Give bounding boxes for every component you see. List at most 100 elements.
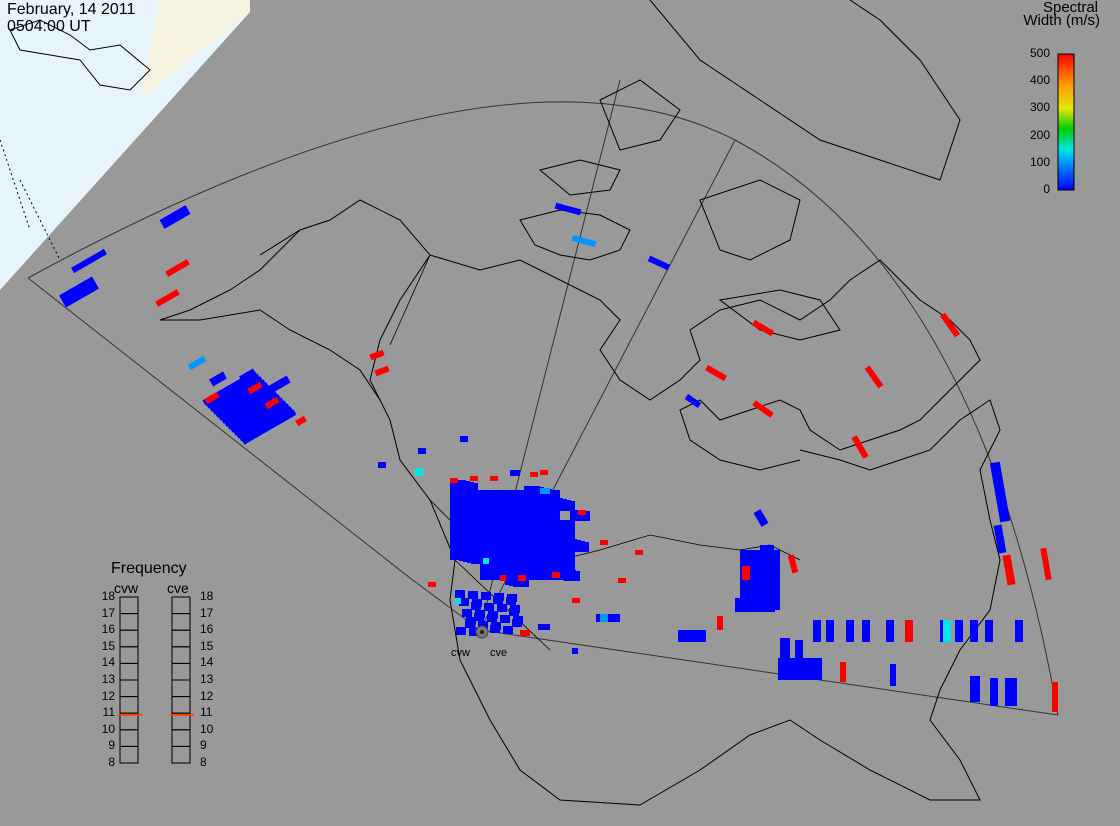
echo-cell [491,622,501,630]
echo-cell [503,626,513,634]
echo-cell [220,388,276,424]
echo-cell [993,524,1007,554]
colorbar-tick-label: 200 [1029,127,1050,142]
echo-cell [480,520,575,580]
echo-cell [538,624,550,630]
frequency-boxes [118,596,194,764]
echo-cell [518,575,526,581]
echo-cell [618,578,626,583]
echo-cell [450,478,458,483]
echo-cell [990,678,998,706]
echo-cell [478,621,488,629]
echo-cell [520,630,530,636]
frequency-title: Frequency [111,560,187,577]
frequency-cell [119,679,139,698]
echo-cell [940,312,960,338]
echo-cell [735,598,775,612]
frequency-tick-left: 11 [102,705,115,720]
echo-cell [1040,547,1052,581]
echo-cell [760,545,774,605]
map-date: February, 14 2011 [7,1,136,18]
echo-cell [369,349,385,361]
frequency-tick-right: 15 [200,638,214,653]
echo-cell [795,640,803,658]
echo-cell [481,592,491,600]
echo-cell [530,472,538,477]
frequency-tick-right: 8 [200,755,207,769]
echo-cell [497,604,507,612]
echo-cell [159,205,191,229]
echo-cell [578,510,586,515]
echo-cell [552,572,560,578]
echo-cell [155,289,180,307]
echo-cell [469,628,479,636]
echo-cell [459,598,469,606]
frequency-cell [119,596,139,615]
frequency-cell [171,613,191,631]
colorbar-tick-label: 500 [1029,46,1050,60]
echo-cell [500,615,510,623]
radar-echoes [59,202,1058,712]
echo-cell [378,462,386,468]
frequency-tick-right: 13 [200,672,214,686]
colorbar-tick-label: 0 [1043,182,1050,196]
frequency-tick-left: 12 [101,688,115,703]
echo-cell [472,599,482,607]
echo-cell [209,371,227,387]
echo-cell [989,461,1011,523]
echo-cell [905,620,913,642]
frequency-cell [171,629,191,648]
frequency-cell [171,596,191,615]
frequency-tick-right: 9 [200,738,207,753]
echo-cell [214,382,270,418]
frequency-cell [119,729,139,747]
frequency-tick-right: 16 [200,622,214,637]
frequency-cell [119,662,139,681]
daylight-region [0,0,250,290]
echo-cell [540,488,550,494]
echo-cell [500,575,506,581]
echo-cell [239,368,257,384]
echo-cell [510,605,520,613]
echo-cell [753,509,769,527]
echo-cell [238,406,294,442]
echo-cell [428,582,436,587]
radar-label-cve: cve [490,647,508,659]
echo-cell [600,540,608,545]
echo-cell [955,620,963,642]
echo-cell [846,620,854,642]
echo-cell [985,620,993,642]
greenland-tip [9,19,151,91]
echo-cell [165,259,190,277]
echo-cell [684,393,702,409]
echo-cell [59,276,99,308]
echo-cell [241,409,297,445]
frequency-cell [171,662,191,681]
daylight-terminator [0,139,61,261]
echo-cell [460,436,468,442]
frequency-tick-left: 16 [101,622,115,637]
echo-cell [752,400,774,418]
frequency-tick-left: 9 [108,738,115,753]
frequency-tick-left: 18 [101,589,115,603]
echo-cell [864,365,884,389]
echo-cell [269,375,291,393]
echo-cell [540,470,548,475]
echo-cell [742,566,750,580]
echo-cell [559,501,575,511]
echo-cell [571,234,597,248]
frequency-tick-left: 10 [101,721,115,736]
echo-cell [223,391,279,427]
echo-cell [187,355,207,371]
echo-cell [513,577,529,587]
frequency-tick-right: 10 [200,721,214,736]
colorbar-tick-label: 300 [1029,100,1050,115]
echo-cell [572,648,578,654]
frequency-tick-right: 14 [200,655,214,670]
echo-cell [851,435,869,459]
echo-cell [232,400,288,436]
echo-cell [418,448,426,454]
frequency-cell [119,696,139,714]
